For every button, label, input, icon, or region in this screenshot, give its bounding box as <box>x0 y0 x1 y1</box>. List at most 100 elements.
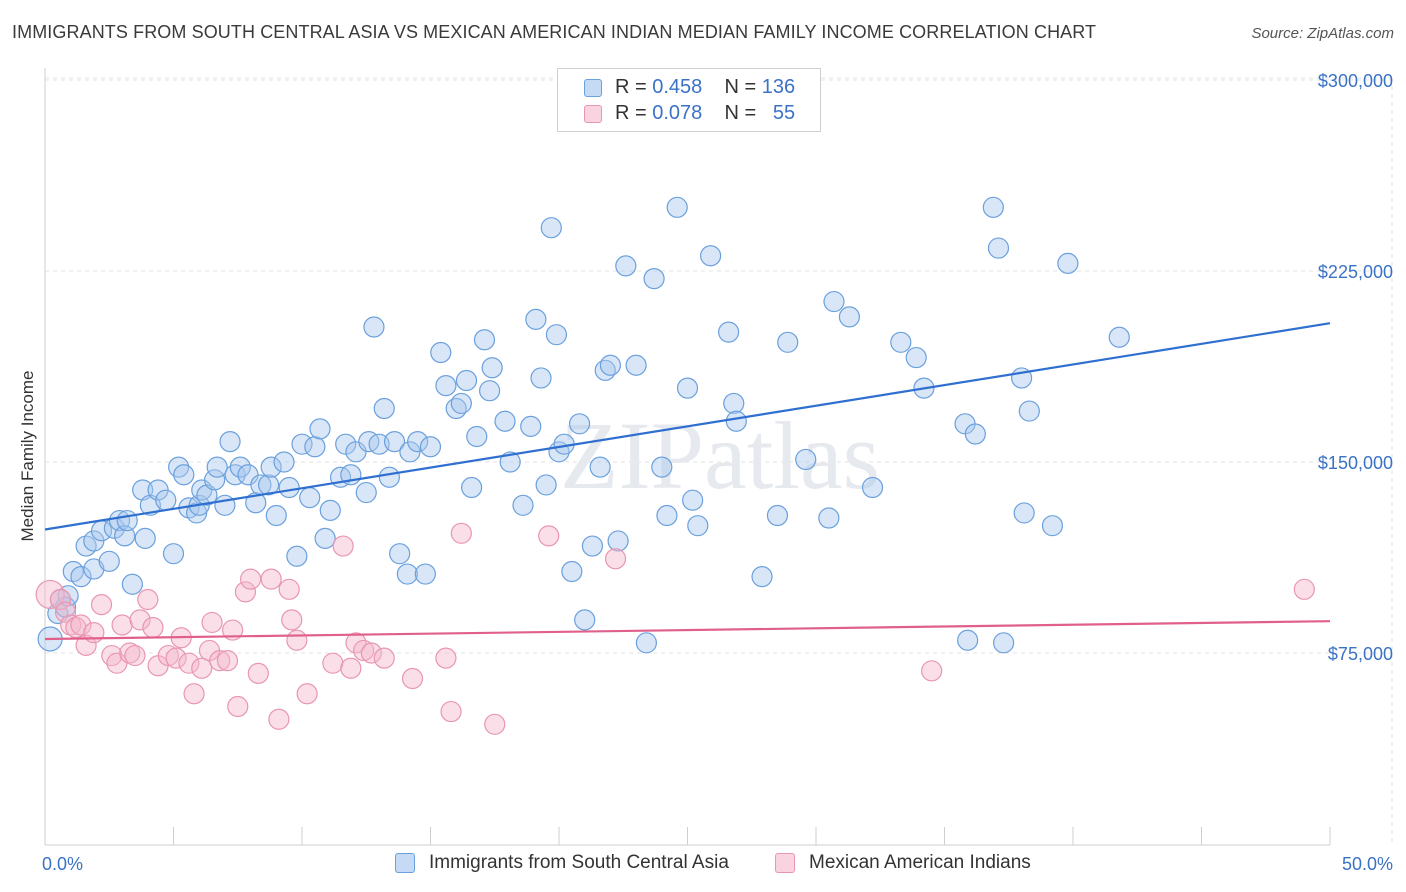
point-series-1 <box>466 425 488 448</box>
point-series-2 <box>435 647 457 669</box>
point-series-2 <box>296 683 318 705</box>
point-series-1 <box>368 433 390 455</box>
point-series-1 <box>525 308 547 330</box>
point-series-1 <box>499 451 521 473</box>
point-series-2 <box>921 660 943 682</box>
point-series-1 <box>257 474 280 496</box>
point-series-2 <box>183 683 205 705</box>
point-series-1 <box>299 487 321 509</box>
watermark: ZIPatlas <box>560 402 880 509</box>
point-series-1 <box>568 413 591 435</box>
point-series-1 <box>304 436 326 458</box>
chart-title: IMMIGRANTS FROM SOUTH CENTRAL ASIA VS ME… <box>12 22 1097 42</box>
point-series-1 <box>520 415 542 437</box>
point-series-1 <box>229 456 251 478</box>
point-series-2 <box>54 601 77 623</box>
point-series-2 <box>345 632 367 654</box>
point-series-2 <box>332 535 354 557</box>
point-series-1 <box>83 558 105 580</box>
point-series-1 <box>530 367 552 389</box>
point-series-1 <box>116 509 138 532</box>
point-series-2 <box>484 713 506 735</box>
data-points <box>35 196 1315 735</box>
point-series-2 <box>209 650 231 672</box>
point-series-1 <box>378 466 400 488</box>
point-series-1 <box>70 565 92 588</box>
point-series-1 <box>723 392 745 415</box>
point-series-1 <box>700 245 722 267</box>
point-series-1 <box>355 481 377 504</box>
point-series-1 <box>957 629 979 651</box>
point-series-1 <box>861 476 884 499</box>
point-series-1 <box>219 431 241 453</box>
point-series-1 <box>818 507 840 529</box>
point-series-1 <box>309 418 331 440</box>
point-series-1 <box>643 268 665 290</box>
point-series-1 <box>512 494 534 516</box>
point-series-2 <box>49 588 72 611</box>
point-series-1 <box>589 456 611 478</box>
point-series-2 <box>111 614 133 636</box>
point-series-1 <box>455 369 478 392</box>
point-series-2 <box>234 581 257 603</box>
point-series-1 <box>607 530 629 552</box>
point-series-1 <box>286 545 308 567</box>
point-series-2 <box>137 588 159 611</box>
point-series-1 <box>473 329 496 351</box>
legend-r-label: R = <box>615 76 647 98</box>
y-axis-label: Median Family Income <box>18 370 37 541</box>
point-series-1 <box>993 632 1015 654</box>
point-series-2 <box>35 579 65 610</box>
point-series-1 <box>419 436 442 458</box>
point-series-2 <box>222 619 244 641</box>
point-series-1 <box>265 504 287 527</box>
point-series-1 <box>435 375 457 397</box>
point-series-2 <box>157 644 179 667</box>
x-tick-label-min: 0.0% <box>42 854 83 874</box>
point-series-1 <box>535 474 557 496</box>
point-series-1 <box>273 451 295 473</box>
legend-swatch-series-2 <box>584 105 602 123</box>
axis-labels: $75,000 $150,000 $225,000 $300,000 0.0% 50.0%… <box>18 71 1393 874</box>
point-series-1 <box>615 255 637 277</box>
point-series-1 <box>430 341 452 364</box>
point-series-2 <box>216 650 239 672</box>
bottom-legend-swatch-series-2 <box>775 853 795 873</box>
point-series-1 <box>319 499 341 521</box>
point-series-1 <box>389 543 411 565</box>
point-series-2 <box>286 629 308 651</box>
point-series-2 <box>538 525 560 547</box>
point-series-1 <box>214 494 236 516</box>
source-label: Source: ZipAtlas.com <box>1251 25 1394 42</box>
point-series-1 <box>363 316 385 338</box>
legend-n-value: 55 <box>772 102 796 124</box>
point-series-1 <box>204 469 226 491</box>
legend-swatch-series-1 <box>584 79 602 97</box>
point-series-2 <box>360 642 382 664</box>
point-series-1 <box>676 377 699 399</box>
point-series-1 <box>987 237 1010 259</box>
point-series-1 <box>155 489 177 511</box>
point-series-1 <box>795 448 817 471</box>
correlation-legend: R = 0.458 N = 136 R = 0.078 N = 55 <box>557 68 821 132</box>
point-series-1 <box>173 464 195 486</box>
point-series-1 <box>407 431 429 453</box>
point-series-2 <box>401 667 424 690</box>
point-series-2 <box>353 639 375 662</box>
point-series-1 <box>134 527 156 550</box>
legend-n-label: N = <box>724 102 757 124</box>
point-series-1 <box>196 484 218 506</box>
point-series-2 <box>247 662 269 684</box>
point-series-1 <box>718 321 740 343</box>
point-series-1 <box>581 535 604 557</box>
point-series-1 <box>540 217 562 239</box>
point-series-2 <box>278 578 300 600</box>
point-series-1 <box>545 324 568 346</box>
point-series-2 <box>604 548 627 570</box>
point-series-1 <box>278 476 300 499</box>
point-series-1 <box>98 550 120 572</box>
point-series-1 <box>635 632 657 654</box>
point-series-1 <box>905 346 927 369</box>
point-series-1 <box>121 573 143 595</box>
point-series-1 <box>656 504 678 527</box>
